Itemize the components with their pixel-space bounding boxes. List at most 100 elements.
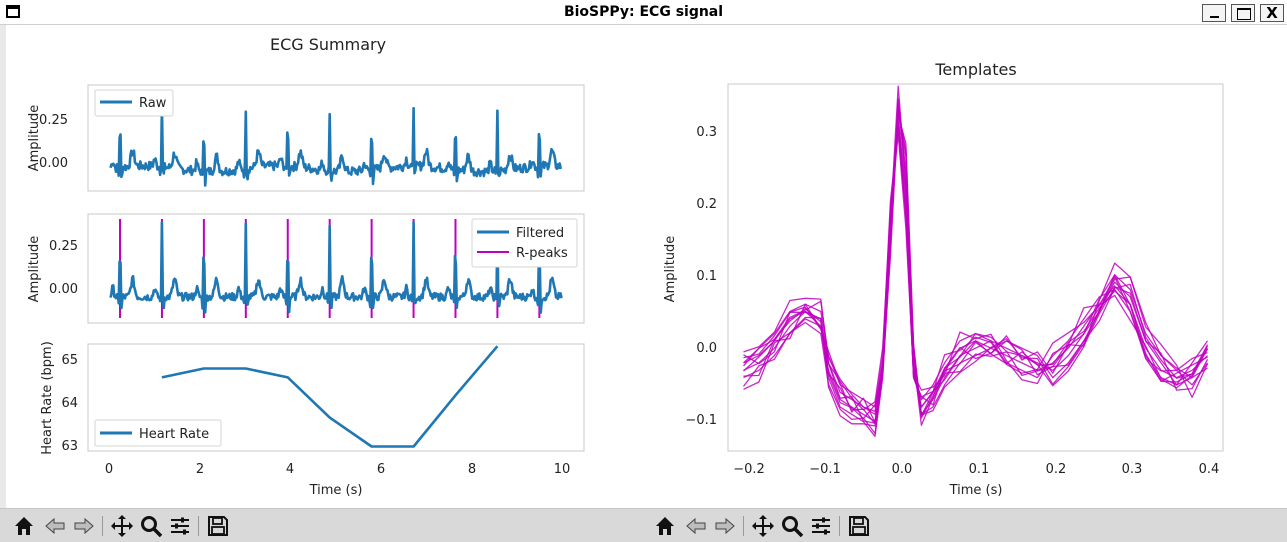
window-frame-edge	[0, 25, 6, 508]
configure-subplots-button[interactable]	[168, 514, 192, 538]
home-icon	[15, 517, 33, 535]
filtered-ecg-line	[109, 220, 563, 314]
hr-xtick: 6	[377, 462, 385, 477]
hr-xtick: 4	[286, 462, 294, 477]
pan-icon	[111, 515, 133, 537]
templates-ylabel: Amplitude	[663, 236, 678, 303]
configure-icon	[812, 517, 830, 535]
hr-ytick: 64	[61, 396, 78, 411]
navigation-toolbar-right	[644, 508, 1287, 542]
templates-xlabel: Time (s)	[949, 483, 1003, 498]
tpl-xtick: 0.1	[969, 462, 990, 477]
configure-icon	[171, 517, 189, 535]
tpl-xtick: 0.4	[1199, 462, 1220, 477]
hr-ytick: 65	[61, 353, 78, 368]
templates-panel[interactable]: Templates 0.3 0.2 0.1 0.0 −0.1 Amplitude…	[663, 60, 1224, 498]
templates-xticks: −0.2 −0.1 0.0 0.1 0.2 0.3 0.4	[733, 462, 1219, 477]
tpl-ytick: 0.1	[696, 269, 717, 284]
zoom-icon	[141, 516, 163, 538]
pan-button[interactable]	[751, 514, 775, 538]
heart-rate-xlabel: Time (s)	[309, 483, 363, 498]
hr-ytick: 63	[61, 439, 78, 454]
save-button[interactable]	[206, 514, 230, 538]
filtered-ylabel: Amplitude	[27, 236, 42, 303]
window-titlebar[interactable]: BioSPPy: ECG signal X	[0, 0, 1287, 25]
template-beat-line	[742, 114, 1208, 427]
filtered-legend: Filtered R-peaks	[471, 218, 578, 268]
tpl-ytick: 0.3	[696, 125, 717, 140]
maximize-button[interactable]	[1231, 4, 1255, 22]
templates-title: Templates	[934, 60, 1016, 79]
back-button[interactable]	[684, 514, 708, 538]
back-button[interactable]	[43, 514, 67, 538]
tpl-ytick: 0.2	[696, 197, 717, 212]
forward-button[interactable]	[713, 514, 737, 538]
forward-icon	[74, 517, 94, 535]
template-beat-line	[743, 127, 1209, 413]
tpl-ytick: 0.0	[696, 341, 717, 356]
zoom-icon	[782, 516, 804, 538]
templates-axes	[727, 83, 1224, 452]
heart-rate-series	[161, 345, 499, 448]
hr-xtick: 8	[468, 462, 476, 477]
raw-legend: Raw	[94, 89, 174, 117]
save-icon	[208, 516, 228, 536]
minimize-button[interactable]	[1202, 4, 1226, 22]
forward-icon	[715, 517, 735, 535]
zoom-button[interactable]	[139, 514, 163, 538]
close-icon: X	[1266, 4, 1278, 22]
raw-legend-box	[94, 89, 174, 117]
filtered-panel[interactable]: 0.25 0.00 Amplitude Filtered R-peaks	[27, 213, 585, 324]
heart-rate-ylabel: Heart Rate (bpm)	[40, 341, 55, 455]
hr-xtick: 10	[554, 462, 571, 477]
summary-title: ECG Summary	[270, 35, 386, 54]
heart-rate-panel[interactable]: 65 64 63 Heart Rate (bpm) 0 2 4 6 8 10 T…	[40, 341, 585, 498]
figure-svg: ECG Summary 0.25 0.00 Amplitude Raw 0.25…	[27, 35, 1224, 498]
pan-button[interactable]	[110, 514, 134, 538]
home-icon	[656, 517, 674, 535]
tpl-xtick: −0.2	[733, 462, 765, 477]
pan-icon	[752, 515, 774, 537]
tpl-xtick: −0.1	[809, 462, 841, 477]
window-title: BioSPPy: ECG signal	[563, 4, 724, 20]
raw-ytick: 0.00	[39, 156, 68, 171]
configure-subplots-button[interactable]	[809, 514, 833, 538]
forward-button[interactable]	[72, 514, 96, 538]
filtered-ytick: 0.00	[49, 282, 78, 297]
close-button[interactable]: X	[1260, 4, 1284, 22]
home-button[interactable]	[653, 514, 677, 538]
tpl-xtick: 0.0	[892, 462, 913, 477]
home-button[interactable]	[12, 514, 36, 538]
toolbar-separator	[839, 516, 840, 536]
raw-series	[109, 105, 563, 187]
hr-legend-label: Heart Rate	[139, 427, 209, 442]
figure-canvas[interactable]: ECG Summary 0.25 0.00 Amplitude Raw 0.25…	[6, 25, 1287, 508]
raw-ytick: 0.25	[39, 113, 68, 128]
tpl-ytick: −0.1	[685, 413, 717, 428]
hr-xtick: 2	[196, 462, 204, 477]
zoom-button[interactable]	[780, 514, 804, 538]
hr-legend-box	[94, 419, 222, 447]
filtered-series	[109, 220, 563, 314]
raw-ylabel: Amplitude	[27, 105, 42, 172]
filtered-legend-label: Filtered	[516, 226, 564, 241]
hr-xtick: 0	[105, 462, 113, 477]
template-beat-line	[743, 99, 1209, 425]
window-app-icon[interactable]	[6, 5, 20, 18]
filtered-ytick: 0.25	[49, 239, 78, 254]
save-button[interactable]	[847, 514, 871, 538]
heart-rate-line	[161, 345, 499, 448]
rpeaks-legend-label: R-peaks	[516, 246, 568, 261]
toolbar-separator	[102, 516, 103, 536]
back-icon	[686, 517, 706, 535]
raw-panel[interactable]: 0.25 0.00 Amplitude Raw	[27, 84, 585, 192]
toolbar-separator	[198, 516, 199, 536]
toolbar-separator	[743, 516, 744, 536]
tpl-xtick: 0.3	[1122, 462, 1143, 477]
back-icon	[45, 517, 65, 535]
hr-xticks: 0 2 4 6 8 10	[105, 462, 570, 477]
save-icon	[849, 516, 869, 536]
tpl-xtick: 0.2	[1046, 462, 1067, 477]
templates-yticks: 0.3 0.2 0.1 0.0 −0.1	[685, 125, 717, 428]
hr-legend: Heart Rate	[94, 419, 222, 447]
